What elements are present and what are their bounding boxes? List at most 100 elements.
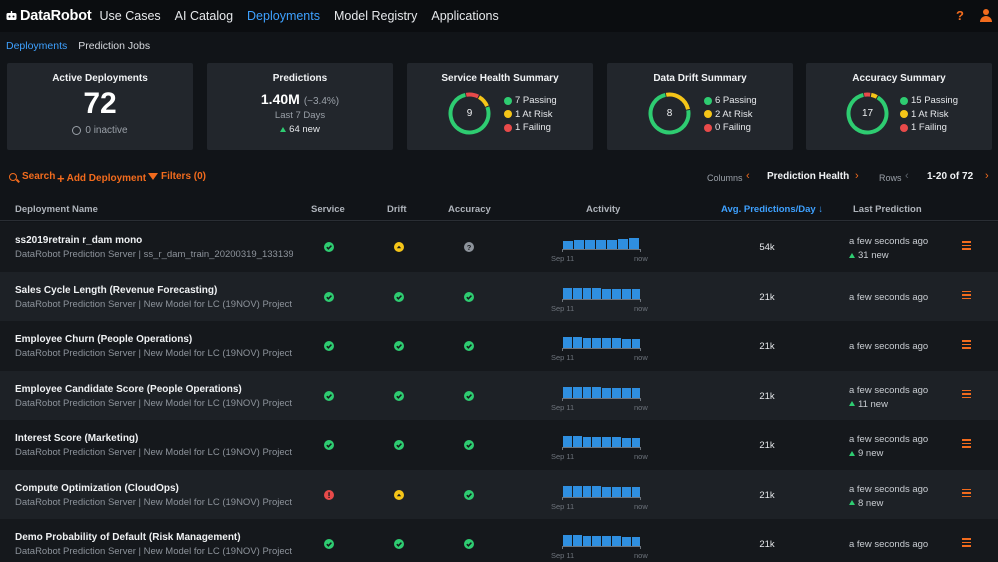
activity-bar xyxy=(582,436,592,447)
activity-bar xyxy=(631,338,641,348)
nav-model-registry[interactable]: Model Registry xyxy=(333,9,418,23)
last-prediction-value: a few seconds ago xyxy=(849,384,929,396)
columns-next-chevron-icon[interactable]: › xyxy=(855,170,859,182)
check-circle-icon xyxy=(464,341,474,351)
activity-bar xyxy=(629,238,639,249)
activity-end-label: now xyxy=(634,353,648,362)
activity-bar xyxy=(582,288,592,299)
row-menu-icon[interactable] xyxy=(962,439,971,448)
main-nav: Use Cases AI Catalog Deployments Model R… xyxy=(100,9,513,23)
columns-selector[interactable]: Prediction Health xyxy=(767,171,850,182)
check-circle-icon xyxy=(324,539,334,549)
check-circle-icon xyxy=(464,440,474,450)
filters-button[interactable]: Filters (0) xyxy=(148,171,206,182)
failing-icon xyxy=(704,123,712,132)
row-menu-icon[interactable] xyxy=(962,241,971,250)
help-icon[interactable]: ? xyxy=(956,8,964,23)
activity-end-label: now xyxy=(634,303,648,313)
add-deployment-label: Add Deployment xyxy=(66,173,147,184)
activity-tick xyxy=(640,447,641,450)
deployment-name[interactable]: ss2019retrain r_dam mono xyxy=(15,235,143,246)
col-activity[interactable]: Activity xyxy=(586,204,621,215)
inactive-label: 0 inactive xyxy=(85,125,128,136)
add-deployment-button[interactable]: + Add Deployment xyxy=(57,171,146,186)
deployment-name[interactable]: Sales Cycle Length (Revenue Forecasting) xyxy=(15,284,218,296)
deployment-name[interactable]: Employee Churn (People Operations) xyxy=(15,334,193,345)
deployment-name[interactable]: Demo Probability of Default (Risk Manage… xyxy=(15,532,241,543)
activity-bar xyxy=(611,536,621,546)
activity-start-label: Sep 11 xyxy=(551,501,575,511)
activity-chart: Sep 11 now xyxy=(551,334,648,364)
activity-axis xyxy=(562,348,641,349)
nav-use-cases[interactable]: Use Cases xyxy=(99,9,161,23)
nav-deployments[interactable]: Deployments xyxy=(247,9,320,23)
columns-prev-chevron-icon[interactable]: ‹ xyxy=(746,170,750,182)
table-row[interactable]: Compute Optimization (CloudOps) DataRobot… xyxy=(0,469,998,519)
check-circle-icon xyxy=(324,242,334,252)
passing-label: 7 Passing xyxy=(515,95,557,107)
check-circle-icon xyxy=(324,291,334,302)
nav-ai-catalog[interactable]: AI Catalog xyxy=(174,9,234,23)
table-row[interactable]: Interest Score (Marketing) DataRobot Pred… xyxy=(0,420,998,470)
table-row[interactable]: Employee Candidate Score (People Operati… xyxy=(0,370,998,420)
activity-bar xyxy=(602,288,611,299)
table-row[interactable]: Sales Cycle Length (Revenue Forecasting)… xyxy=(0,271,998,321)
activity-tick xyxy=(640,496,641,500)
search-icon xyxy=(9,172,17,181)
failing-label: 1 Failing xyxy=(515,122,551,134)
rows-next-chevron-icon[interactable]: › xyxy=(985,170,989,182)
accuracy-card: Accuracy Summary 17 15 Passing 1 At Risk… xyxy=(806,63,992,150)
passing-icon xyxy=(900,96,908,105)
last-prediction-value: a few seconds ago xyxy=(849,483,929,495)
card-title: Active Deployments xyxy=(52,73,148,84)
up-arrow-icon xyxy=(849,450,855,456)
table-row[interactable]: Demo Probability of Default (Risk Manage… xyxy=(0,519,998,562)
col-accuracy[interactable]: Accuracy xyxy=(448,204,491,215)
deployment-subtitle: DataRobot Prediction Server | ss_r_dam_t… xyxy=(15,249,293,260)
deployment-name[interactable]: Employee Candidate Score (People Operati… xyxy=(15,383,242,395)
table-row[interactable]: ss2019retrain r_dam mono DataRobot Predic… xyxy=(0,222,998,272)
row-menu-icon[interactable] xyxy=(962,538,971,547)
error-icon xyxy=(324,489,334,500)
activity-bar xyxy=(563,287,572,299)
col-service[interactable]: Service xyxy=(311,204,345,215)
activity-bar xyxy=(572,386,582,398)
row-menu-icon[interactable] xyxy=(962,290,971,300)
activity-bar xyxy=(602,387,611,398)
filter-icon xyxy=(148,173,158,180)
table-row[interactable]: Employee Churn (People Operations) DataRo… xyxy=(0,321,998,371)
activity-bar xyxy=(621,536,631,546)
nav-applications[interactable]: Applications xyxy=(431,9,499,23)
deployment-name[interactable]: Interest Score (Marketing) xyxy=(15,433,139,444)
tab-deployments[interactable]: Deployments xyxy=(6,40,68,52)
search-button[interactable]: Search xyxy=(9,171,55,182)
user-icon[interactable] xyxy=(980,9,992,22)
activity-bar xyxy=(572,535,582,546)
at-risk-label: 2 At Risk xyxy=(715,108,753,120)
datarobot-logo[interactable]: DataRobot xyxy=(6,8,92,24)
new-predictions: 9 new xyxy=(849,448,883,459)
at-risk-label: 1 At Risk xyxy=(515,108,553,120)
deployment-subtitle: DataRobot Prediction Server | New Model … xyxy=(15,348,293,359)
activity-bar xyxy=(572,436,582,447)
activity-tick xyxy=(562,249,563,252)
activity-bar xyxy=(631,536,641,546)
row-menu-icon[interactable] xyxy=(962,389,971,399)
row-menu-icon[interactable] xyxy=(962,340,971,349)
activity-axis xyxy=(562,546,641,547)
new-predictions: 11 new xyxy=(849,399,888,410)
deployment-name[interactable]: Compute Optimization (CloudOps) xyxy=(15,482,179,494)
col-last-prediction[interactable]: Last Prediction xyxy=(853,204,922,215)
row-menu-icon[interactable] xyxy=(962,488,971,498)
col-avg-predictions[interactable]: Avg. Predictions/Day ↓ xyxy=(721,204,824,215)
col-deployment-name[interactable]: Deployment Name xyxy=(15,204,98,215)
activity-tick xyxy=(640,298,641,302)
col-drift[interactable]: Drift xyxy=(387,204,407,215)
at-risk-label: 1 At Risk xyxy=(911,108,949,120)
tab-prediction-jobs[interactable]: Prediction Jobs xyxy=(78,40,151,52)
rows-prev-chevron-icon[interactable]: ‹ xyxy=(905,170,909,182)
at-risk-icon xyxy=(504,110,512,119)
up-arrow-icon xyxy=(280,126,287,132)
passing-label: 15 Passing xyxy=(911,95,959,107)
activity-bar xyxy=(621,388,631,398)
